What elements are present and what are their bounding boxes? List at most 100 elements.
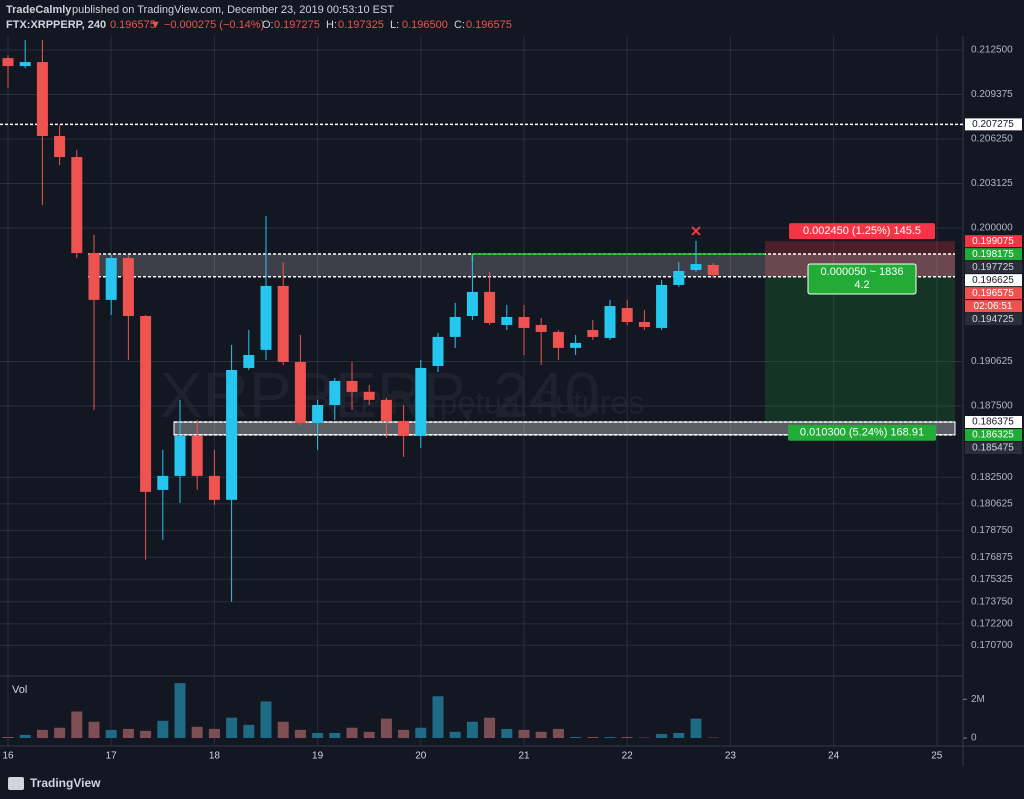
y-tick-label: 0.203125 [971, 178, 1013, 189]
volume-bar [243, 724, 255, 738]
ohlc-value: 0.197325 [338, 19, 384, 31]
ohlc-label: C: [454, 19, 465, 31]
volume-bar [570, 737, 582, 738]
ohlc-label: L: [390, 19, 399, 31]
candle-body [570, 342, 582, 348]
target-label-box [788, 424, 936, 441]
price-label: 0.196625 [972, 275, 1014, 286]
candle-body [36, 62, 48, 136]
volume-bar [88, 721, 100, 738]
symbol: FTX:XRPPERP, 240 [6, 19, 106, 31]
y-tick-label: 0.173750 [971, 596, 1013, 607]
published: published on TradingView.com, December 2… [72, 4, 394, 16]
candle-body [157, 475, 169, 490]
y-tick-label: 0.200000 [971, 223, 1013, 234]
volume-bar [415, 727, 427, 738]
candle-body [277, 285, 289, 362]
candle-body [501, 316, 513, 325]
candle-body [363, 391, 375, 400]
watermark-subtitle: XRP Perpetual Futures [316, 384, 644, 420]
x-tick-label: 16 [2, 751, 14, 762]
candle-body [122, 258, 134, 316]
candle-body [398, 420, 410, 436]
candle-body [621, 308, 633, 322]
price-label-box [965, 287, 1022, 300]
volume-tick-label: 0 [971, 733, 977, 744]
y-tick-label: 0.180625 [971, 499, 1013, 510]
mid-label: 0.000050 ~ 1836 [821, 266, 904, 278]
x-tick-label: 23 [725, 751, 737, 762]
candle-body [312, 404, 324, 423]
candle-body [243, 355, 255, 368]
volume-bar [260, 701, 272, 738]
candle-body [346, 380, 358, 392]
volume-bar [552, 728, 564, 738]
volume-title: Vol [12, 684, 27, 696]
x-tick-label: 18 [209, 751, 221, 762]
price-label-box [965, 429, 1022, 442]
volume-bar [501, 728, 513, 738]
x-tick-label: 21 [518, 751, 530, 762]
candle-body [449, 316, 461, 337]
countdown-box [965, 300, 1022, 313]
target-zone [765, 276, 955, 423]
price: 0.196575 [110, 19, 156, 31]
y-tick-label: 0.206250 [971, 134, 1013, 145]
price-label-box [965, 416, 1022, 429]
volume-bar [621, 737, 633, 738]
candle-body [690, 264, 702, 270]
qty-label: 4.2 [854, 279, 869, 291]
x-tick-label: 24 [828, 751, 840, 762]
candle-body [54, 135, 66, 158]
volume-bar [587, 737, 599, 738]
ohlc-value: 0.196575 [466, 19, 512, 31]
price-label-box [965, 313, 1022, 326]
candle-body [638, 321, 650, 327]
candle-body [466, 291, 478, 316]
y-tick-label: 0.212500 [971, 45, 1013, 56]
volume-bar [432, 696, 444, 738]
candle-body [140, 315, 152, 492]
candle-body [174, 435, 186, 476]
candle-body [415, 367, 427, 436]
countdown: 02:06:51 [974, 301, 1013, 312]
volume-bar [518, 729, 530, 738]
price-label-box [965, 442, 1022, 455]
candle-body [484, 291, 496, 323]
y-tick-label: 0.176875 [971, 552, 1013, 563]
candle-body [656, 284, 668, 328]
volume-bar [105, 729, 117, 738]
target-label: 0.010300 (5.24%) 168.91 [800, 427, 924, 439]
candle-body [604, 306, 616, 338]
candle-body [535, 324, 547, 332]
author: TradeCalmly [6, 4, 72, 16]
candle-body [673, 270, 685, 285]
volume-bar [294, 729, 306, 738]
volume-bar [36, 729, 48, 738]
volume-tick-label: 2M [971, 694, 985, 705]
volume-bar [466, 721, 478, 738]
candle-body [71, 157, 83, 254]
y-tick-label: 0.190625 [971, 356, 1013, 367]
price-label-box [965, 274, 1022, 287]
volume-bar [54, 727, 66, 738]
ohlc-value: 0.196500 [402, 19, 448, 31]
price-label-box [965, 235, 1022, 248]
volume-bar [226, 717, 238, 738]
candle-body [294, 361, 306, 423]
volume-bar [604, 737, 616, 738]
volume-bar [690, 718, 702, 738]
price-label-box [965, 118, 1022, 131]
candle-body [2, 58, 14, 67]
candle-body [432, 336, 444, 366]
change: ▼ −0.000275 (−0.14%) [150, 19, 264, 31]
volume-bar [2, 737, 14, 738]
close-marker [691, 226, 701, 236]
stop-label-box [789, 223, 935, 240]
candle-body [105, 258, 117, 300]
candle-body [19, 62, 31, 67]
volume-bar [380, 718, 392, 738]
volume-bar [71, 711, 83, 738]
